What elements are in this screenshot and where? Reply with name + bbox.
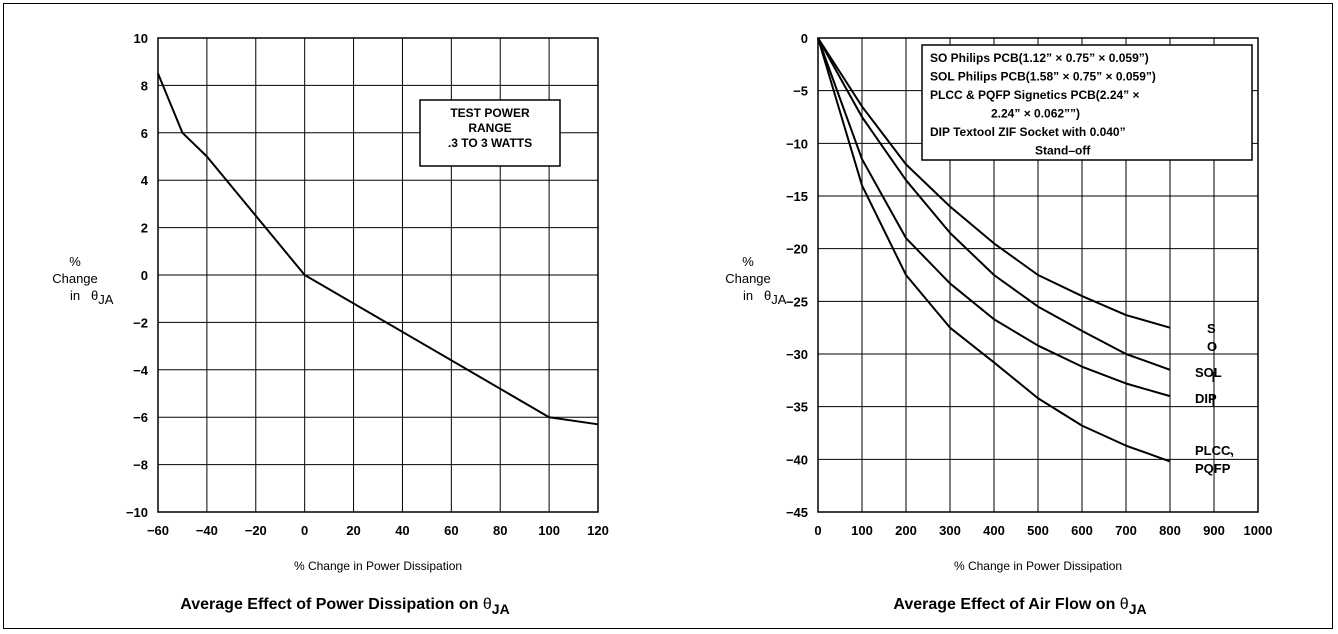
series-line-1 xyxy=(157,73,599,426)
legend-line: PLCC & PQFP Signetics PCB(2.24” × xyxy=(930,88,1140,102)
legend-line: Stand–off xyxy=(1035,144,1091,158)
y-axis-label-line: % xyxy=(742,254,754,269)
y-tick-label: −30 xyxy=(786,347,808,362)
y-tick-label: 4 xyxy=(141,173,149,188)
y-tick-label: −2 xyxy=(133,315,148,330)
x-tick-label: 900 xyxy=(1203,523,1225,538)
series-label: SOL xyxy=(1195,365,1222,380)
annotation-line: .3 TO 3 WATTS xyxy=(448,136,532,150)
series-line-1 xyxy=(817,37,1171,329)
y-axis-label-line: in xyxy=(743,288,753,303)
chart-title-subscript: JA xyxy=(1129,601,1147,617)
y-tick-label: −25 xyxy=(786,294,808,309)
theta-subscript: JA xyxy=(98,292,114,307)
series-label: S xyxy=(1207,321,1216,336)
x-tick-label: 700 xyxy=(1115,523,1137,538)
chart-title-subscript: JA xyxy=(492,601,510,617)
y-axis-label-line: % xyxy=(69,254,81,269)
x-tick-label: 600 xyxy=(1071,523,1093,538)
y-tick-label: 2 xyxy=(141,221,148,236)
chart-1: −60 −40 −20 0 20 40 60 80 100 1201086420−2−4−6−8−… xyxy=(52,31,609,617)
x-tick-label: 80 xyxy=(493,523,507,538)
x-tick-label: −40 xyxy=(196,523,218,538)
plot-frame xyxy=(817,37,1259,513)
legend-line: 2.24” × 0.062””) xyxy=(991,107,1080,121)
x-tick-label: 0 xyxy=(814,523,821,538)
x-tick-label: 100 xyxy=(851,523,873,538)
chart-title: Average Effect of Air Flow on θJA xyxy=(893,596,1146,617)
annotation-line: TEST POWER xyxy=(450,106,530,120)
series-label: PLCC, xyxy=(1195,443,1234,458)
y-tick-label: −45 xyxy=(786,505,808,520)
y-axis-label-symbol: θJA xyxy=(91,288,114,307)
x-tick-label: 40 xyxy=(395,523,409,538)
y-tick-label: 10 xyxy=(134,31,148,46)
y-axis-label-symbol: θJA xyxy=(764,288,787,307)
x-tick-label: −60 xyxy=(147,523,169,538)
legend-line: SOL Philips PCB(1.58” × 0.75” × 0.059”) xyxy=(930,70,1156,84)
x-tick-label: 400 xyxy=(983,523,1005,538)
x-tick-label: 100 xyxy=(538,523,560,538)
x-tick-label: 300 xyxy=(939,523,961,538)
chart-title-theta: θ xyxy=(483,596,492,613)
x-tick-label: 0 xyxy=(301,523,308,538)
y-tick-label: −10 xyxy=(126,505,148,520)
y-tick-label: −20 xyxy=(786,242,808,257)
x-axis-label: % Change in Power Dissipation xyxy=(954,559,1122,573)
x-tick-label: 120 xyxy=(587,523,609,538)
legend-line: DIP Textool ZIF Socket with 0.040” xyxy=(930,125,1126,139)
y-tick-label: −8 xyxy=(133,458,148,473)
theta-symbol: θ xyxy=(91,288,98,303)
y-axis-label-line: Change xyxy=(52,271,98,286)
x-tick-label: −20 xyxy=(245,523,267,538)
annotation-box xyxy=(419,99,561,167)
series-line-4 xyxy=(817,37,1171,463)
y-tick-label: 0 xyxy=(801,31,808,46)
y-tick-label: −10 xyxy=(786,136,808,151)
chart-title-text: Average Effect of Air Flow on xyxy=(893,596,1119,613)
y-tick-label: −35 xyxy=(786,400,808,415)
y-tick-label: −6 xyxy=(133,410,148,425)
x-tick-label: 60 xyxy=(444,523,458,538)
figure-frame xyxy=(3,3,1333,629)
legend-box xyxy=(921,44,1253,161)
x-tick-label: 200 xyxy=(895,523,917,538)
y-tick-label: −5 xyxy=(793,84,808,99)
chart-title: Average Effect of Power Dissipation on θ… xyxy=(180,596,509,617)
x-tick-label: 1000 xyxy=(1244,523,1273,538)
chart-title-theta: θ xyxy=(1120,596,1129,613)
x-tick-label: 20 xyxy=(346,523,360,538)
y-tick-label: 8 xyxy=(141,78,148,93)
x-axis-label: % Change in Power Dissipation xyxy=(294,559,462,573)
x-tick-label: 800 xyxy=(1159,523,1181,538)
plot-frame xyxy=(157,37,599,513)
series-label: O xyxy=(1207,339,1217,354)
chart-2: 0 100 200 300 400 500 600 700 800 900 1000 0 −5 −10 −1… xyxy=(725,31,1272,617)
y-axis-label-line: in xyxy=(70,288,80,303)
y-tick-label: 6 xyxy=(141,126,148,141)
series-line-2 xyxy=(817,37,1171,371)
y-axis-label-line: Change xyxy=(725,271,771,286)
series-line-3 xyxy=(817,37,1171,398)
series-label: DIP xyxy=(1195,391,1217,406)
x-tick-label: 500 xyxy=(1027,523,1049,538)
chart-title-text: Average Effect of Power Dissipation on xyxy=(180,596,483,613)
y-tick-label: −15 xyxy=(786,189,808,204)
series-label: PQFP xyxy=(1195,461,1231,476)
y-tick-label: −4 xyxy=(133,363,149,378)
theta-subscript: JA xyxy=(771,292,787,307)
theta-symbol: θ xyxy=(764,288,771,303)
y-tick-label: 0 xyxy=(141,268,148,283)
legend-line: SO Philips PCB(1.12” × 0.75” × 0.059”) xyxy=(930,51,1149,65)
y-tick-label: −40 xyxy=(786,452,808,467)
annotation-line: RANGE xyxy=(468,121,511,135)
